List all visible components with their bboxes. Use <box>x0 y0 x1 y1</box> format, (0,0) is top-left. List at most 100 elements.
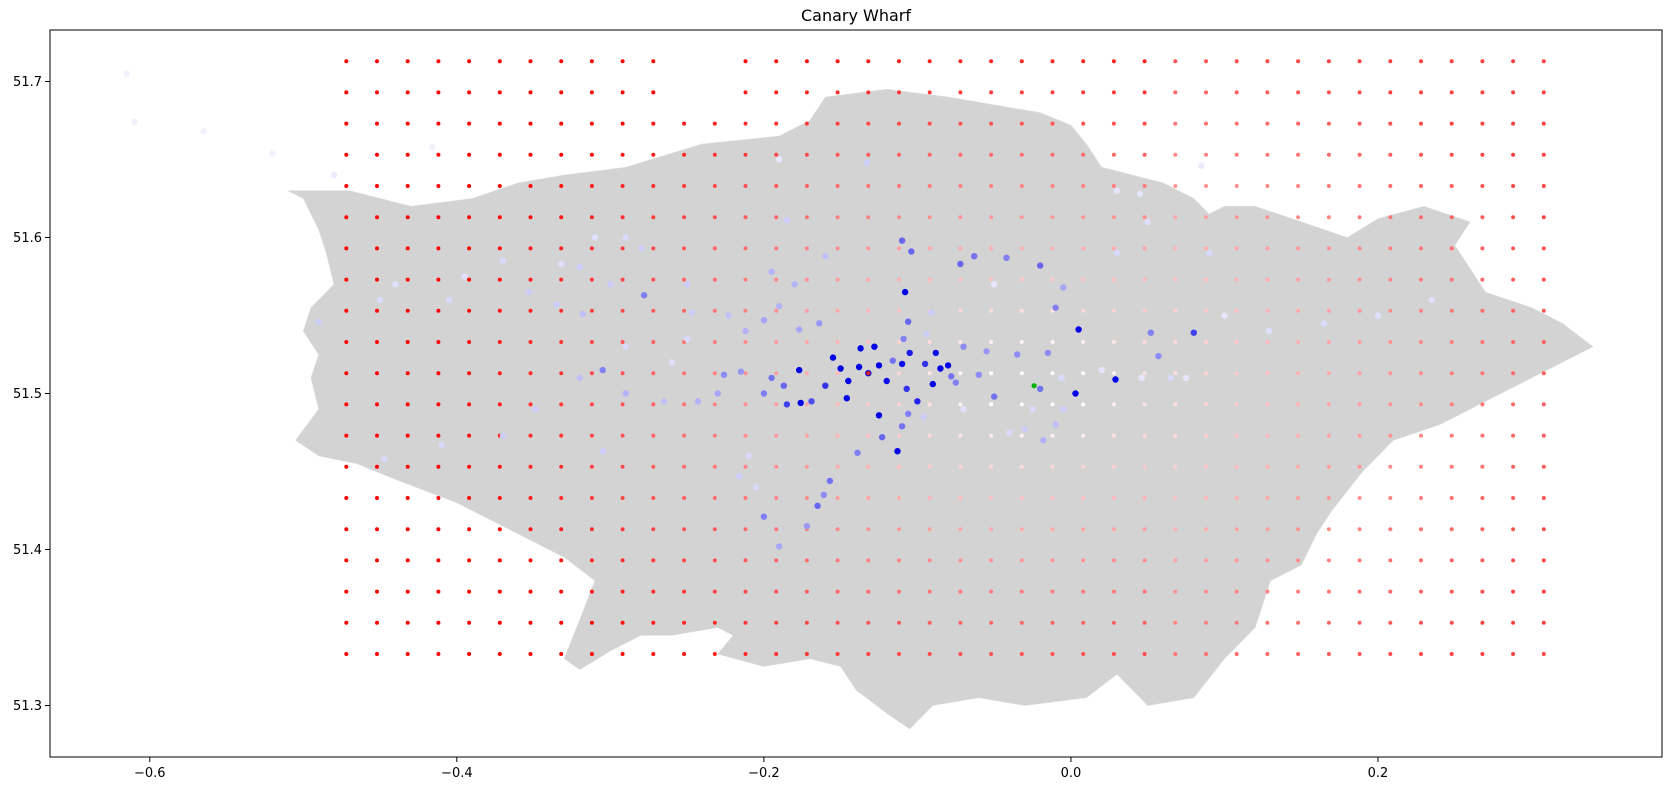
grid-point <box>1480 371 1485 376</box>
grid-point <box>436 121 441 126</box>
grid-point <box>620 215 625 220</box>
grid-point <box>1388 277 1393 282</box>
grid-point <box>467 340 472 344</box>
grid-point <box>682 402 687 407</box>
grid-point <box>958 308 963 313</box>
grid-point <box>1388 215 1393 220</box>
station-point <box>1040 437 1047 444</box>
grid-point <box>1050 527 1055 532</box>
station-point <box>688 309 695 316</box>
station-point <box>622 343 629 350</box>
station-point <box>683 281 691 288</box>
grid-point <box>1019 527 1024 532</box>
grid-point <box>528 121 533 126</box>
grid-point <box>1296 277 1301 282</box>
grid-point <box>1541 277 1546 282</box>
grid-point <box>1050 184 1055 188</box>
grid-point <box>1173 620 1178 625</box>
grid-point <box>497 121 502 126</box>
grid-point <box>927 464 932 469</box>
grid-point <box>1326 59 1331 64</box>
grid-point <box>528 215 533 220</box>
grid-point <box>835 558 840 563</box>
grid-point <box>467 433 472 438</box>
grid-point <box>589 558 594 563</box>
station-point <box>908 248 915 255</box>
grid-point <box>497 340 502 344</box>
grid-point <box>1388 496 1393 500</box>
grid-point <box>712 496 717 500</box>
grid-point <box>497 652 502 656</box>
grid-point <box>1173 246 1178 251</box>
grid-point <box>1234 652 1239 656</box>
grid-point <box>1173 59 1178 64</box>
grid-point <box>743 246 748 251</box>
grid-point <box>1419 90 1423 95</box>
grid-point <box>1050 652 1055 656</box>
station-point <box>928 309 935 316</box>
grid-point <box>589 308 594 313</box>
station-point <box>376 296 384 304</box>
grid-point <box>1019 59 1024 64</box>
grid-point <box>559 121 564 126</box>
grid-point <box>559 184 564 188</box>
grid-point <box>1111 589 1116 594</box>
grid-point <box>835 433 840 438</box>
grid-point <box>405 246 410 251</box>
grid-point <box>897 620 901 625</box>
grid-point <box>1173 121 1178 126</box>
station-point <box>889 357 896 364</box>
grid-point <box>1265 371 1270 376</box>
grid-point <box>958 402 963 407</box>
grid-point <box>1296 308 1301 313</box>
grid-point <box>1357 277 1362 282</box>
grid-point <box>1081 527 1086 532</box>
grid-point <box>1480 496 1485 500</box>
grid-point <box>1511 496 1516 500</box>
grid-point <box>651 152 656 157</box>
grid-point <box>804 652 809 656</box>
grid-point <box>620 496 625 500</box>
grid-point <box>1480 59 1485 64</box>
grid-point <box>1142 527 1147 532</box>
station-point <box>720 371 728 378</box>
station-point <box>499 432 507 439</box>
grid-point <box>375 340 379 344</box>
grid-point <box>682 371 687 376</box>
grid-point <box>1111 340 1116 344</box>
grid-point <box>682 620 687 625</box>
grid-point <box>1019 402 1024 407</box>
grid-point <box>1142 371 1147 376</box>
grid-point <box>1142 589 1147 594</box>
grid-point <box>1419 402 1423 407</box>
grid-point <box>958 90 963 95</box>
london-boroughs-shape <box>287 88 1594 730</box>
grid-point <box>559 215 564 220</box>
grid-point <box>436 527 441 532</box>
target-point <box>1031 383 1037 389</box>
grid-point <box>559 402 564 407</box>
station-point <box>797 399 804 407</box>
grid-point <box>375 152 379 157</box>
station-point <box>714 390 721 397</box>
grid-point <box>1541 215 1546 220</box>
grid-point <box>344 589 349 594</box>
grid-point <box>1357 558 1362 563</box>
grid-point <box>1204 121 1208 126</box>
station-point <box>875 412 883 419</box>
station-point <box>637 245 645 252</box>
grid-point <box>743 464 748 469</box>
station-point <box>1060 405 1067 413</box>
station-point <box>1037 262 1044 269</box>
x-tick-label: 0.2 <box>1368 766 1389 781</box>
grid-point <box>1173 340 1178 344</box>
grid-point <box>1449 464 1454 469</box>
grid-point <box>897 121 901 126</box>
station-point <box>960 343 967 350</box>
grid-point <box>344 402 349 407</box>
grid-point <box>1204 246 1208 251</box>
station-point <box>1052 304 1059 311</box>
grid-point <box>1511 340 1516 344</box>
station-point <box>753 483 760 491</box>
grid-point <box>651 402 656 407</box>
